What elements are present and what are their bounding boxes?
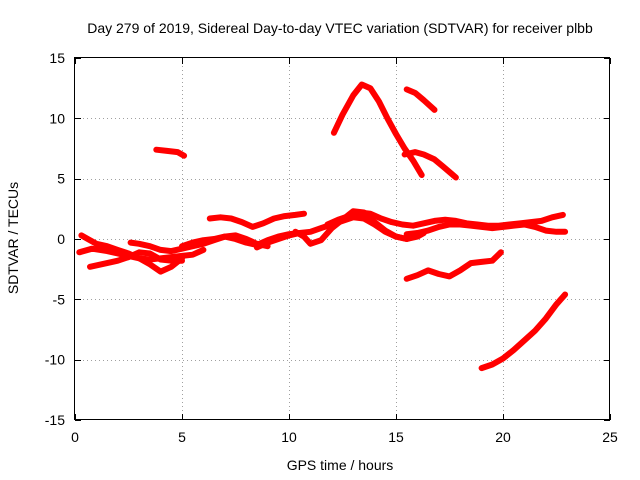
x-tick-label: 5: [178, 429, 186, 445]
data-series: [76, 81, 569, 372]
series-arc-14: [153, 146, 188, 159]
chart-title: Day 279 of 2019, Sidereal Day-to-day VTE…: [87, 20, 593, 36]
y-tick-label: -5: [53, 291, 66, 307]
series-arc-6: [206, 210, 307, 230]
y-axis-label: SDTVAR / TECUs: [5, 182, 21, 294]
series-arc-16: [478, 291, 569, 372]
y-tick-label: 5: [57, 171, 65, 187]
x-tick-label: 20: [495, 429, 511, 445]
x-tick-label: 0: [71, 429, 79, 445]
y-tick-label: -10: [45, 352, 65, 368]
series-arc-7: [253, 230, 303, 251]
series-arc-4: [127, 232, 271, 255]
series-arc-15: [403, 249, 504, 282]
plot-frame: [74, 57, 610, 420]
axis-ticks: 0 5 10 15 20 25 15 10 5 0 -5 -10 -15: [45, 50, 618, 445]
x-tick-label: 15: [388, 429, 404, 445]
y-tick-label: 0: [57, 231, 65, 247]
series-arc-12: [401, 149, 459, 181]
x-tick-label: 25: [602, 429, 618, 445]
y-tick-label: 10: [49, 110, 65, 126]
y-tick-label: 15: [49, 50, 65, 66]
x-axis-label: GPS time / hours: [287, 457, 394, 473]
series-arc-3: [87, 249, 185, 270]
x-tick-label: 10: [281, 429, 297, 445]
series-arc-10: [403, 221, 569, 238]
y-tick-label: -15: [45, 412, 65, 428]
series-arc-13: [403, 86, 438, 113]
series-arc-11: [330, 81, 425, 178]
series-arc-2: [76, 245, 207, 263]
series-arc-8: [292, 208, 421, 247]
